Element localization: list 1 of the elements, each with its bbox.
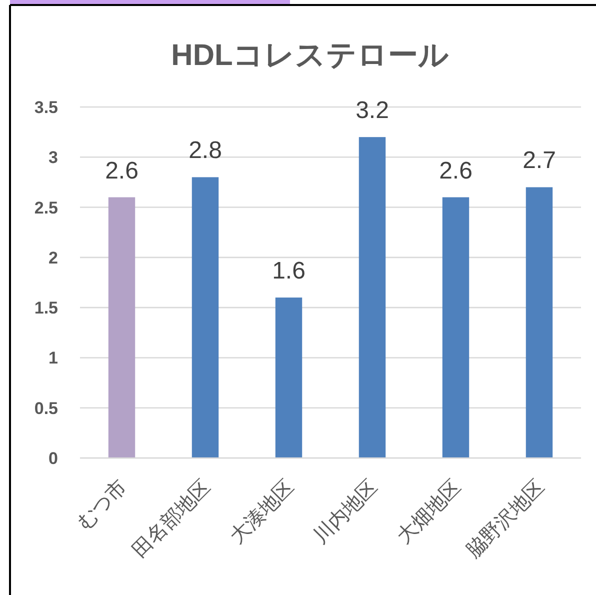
- title: HDLコレステロール: [171, 39, 449, 72]
